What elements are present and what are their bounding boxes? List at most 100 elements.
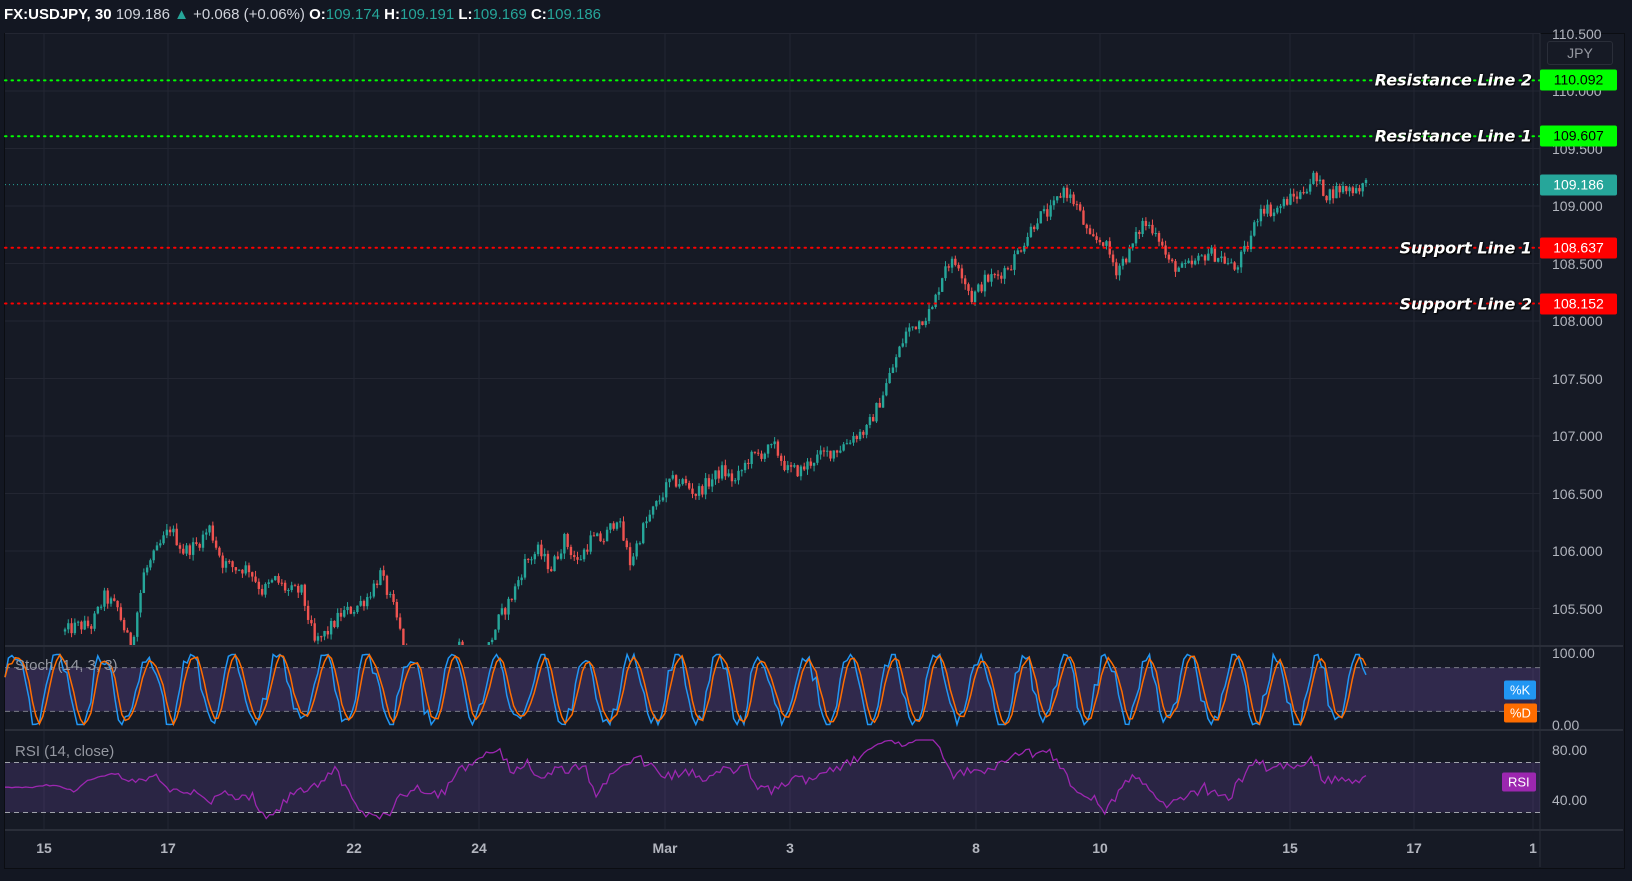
candle-body	[191, 542, 195, 555]
candle	[875, 402, 878, 423]
candle-body	[898, 346, 901, 358]
candle-body	[1226, 262, 1230, 264]
candle-body	[668, 478, 671, 483]
candle-body	[175, 528, 178, 546]
candle-body	[921, 321, 924, 326]
last-price-badge: 109.186	[1540, 174, 1617, 196]
candle-body	[1315, 172, 1318, 182]
candle-body	[1203, 255, 1207, 261]
candle	[1138, 230, 1141, 239]
candle-body	[1026, 236, 1029, 246]
candle-body	[73, 622, 77, 634]
candle	[67, 619, 70, 634]
candle-body	[569, 546, 573, 556]
candle-body	[1006, 268, 1010, 270]
candle	[822, 447, 826, 457]
candle	[1302, 186, 1305, 195]
candle	[819, 445, 822, 460]
candle	[924, 317, 927, 328]
candle-body	[1345, 186, 1348, 192]
candle	[1174, 259, 1177, 277]
candle-body	[1328, 189, 1332, 201]
candle-body	[303, 584, 307, 606]
stoch-title[interactable]: Stoch (14, 3, 3)	[15, 657, 118, 674]
candle	[306, 600, 310, 625]
candle-body	[198, 543, 201, 548]
candle-body	[563, 534, 566, 554]
candle	[352, 610, 356, 617]
rsi-title[interactable]: RSI (14, close)	[15, 743, 115, 760]
candle-body	[957, 264, 960, 269]
candle	[392, 590, 395, 605]
candle-body	[826, 450, 829, 452]
candle-body	[1101, 242, 1105, 246]
stoch-k-line	[4, 651, 1367, 728]
candle-body	[487, 642, 491, 645]
candle-body	[1164, 245, 1167, 255]
candle	[1282, 196, 1286, 209]
symbol-label[interactable]: FX:USDJPY, 30	[4, 6, 112, 23]
candle-body	[546, 553, 550, 570]
candle-body	[940, 278, 944, 292]
candle	[1180, 261, 1184, 268]
candle	[963, 275, 967, 290]
candle	[1069, 189, 1072, 204]
candle	[579, 555, 583, 561]
candle-body	[290, 585, 293, 591]
candle-body	[707, 478, 711, 487]
candle-body	[871, 417, 875, 422]
candle	[642, 521, 645, 545]
candle	[638, 541, 642, 546]
candle	[1075, 200, 1079, 210]
up-arrow-icon: ▲	[174, 6, 189, 23]
candle-body	[392, 593, 395, 602]
candle	[914, 326, 918, 330]
candle-body	[612, 523, 615, 529]
candle-body	[231, 561, 234, 568]
candle	[1151, 219, 1154, 236]
candle	[931, 305, 934, 310]
candle	[527, 558, 530, 564]
candle	[389, 591, 392, 598]
candle	[862, 430, 865, 439]
candle-body	[329, 620, 333, 635]
candle-body	[724, 465, 727, 477]
candle-body	[714, 470, 717, 480]
candle	[1331, 185, 1335, 204]
candle-body	[734, 480, 737, 482]
candle-body	[306, 605, 310, 620]
candle	[359, 595, 362, 607]
candle	[628, 542, 632, 571]
candle	[1187, 258, 1190, 264]
support-line-label: Support Line 2	[1399, 294, 1532, 314]
candle	[678, 478, 681, 489]
candle	[750, 450, 753, 469]
price-tick: 107.500	[1552, 370, 1603, 387]
candle	[379, 567, 382, 586]
candle-body	[937, 291, 941, 295]
candle-body	[1276, 207, 1279, 213]
candle	[720, 461, 724, 481]
candle-body	[136, 612, 139, 637]
candle	[303, 583, 307, 612]
candle-body	[1207, 253, 1210, 261]
candle-body	[234, 567, 238, 571]
last-price: 109.186	[115, 6, 170, 23]
price-tick: 106.000	[1552, 543, 1603, 559]
candle	[855, 434, 858, 443]
candle-body	[917, 321, 921, 330]
candle-body	[523, 558, 527, 578]
candle-body	[691, 488, 694, 494]
candle-body	[471, 655, 473, 656]
candle-body	[625, 540, 628, 548]
candle-body	[891, 367, 895, 373]
candle-body	[1335, 185, 1338, 199]
currency-button[interactable]: JPY	[1547, 41, 1613, 65]
candle	[803, 462, 806, 472]
candle-body	[924, 320, 927, 326]
candle	[270, 578, 274, 584]
candle-body	[1184, 263, 1187, 265]
candle-body	[737, 470, 740, 481]
rsi-tick: 40.00	[1552, 792, 1588, 808]
